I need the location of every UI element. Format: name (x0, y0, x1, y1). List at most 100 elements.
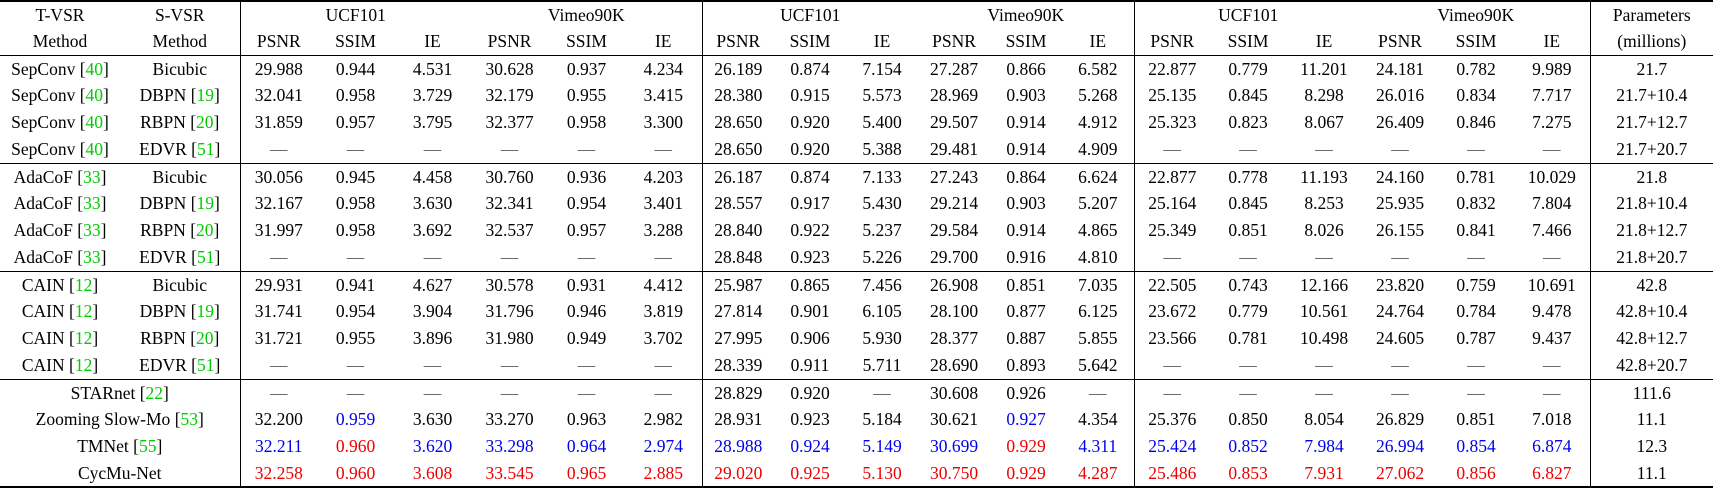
metric-value-cell: 0.887 (1006, 328, 1046, 349)
metric-value-cell: 0.917 (790, 193, 830, 214)
citation-ref[interactable]: 33 (83, 220, 101, 241)
metric-value-cell: 28.380 (714, 85, 763, 106)
metric-value-cell: 8.054 (1304, 409, 1344, 430)
method-name: AdaCoF (13, 247, 73, 268)
citation-ref[interactable]: 40 (85, 112, 104, 133)
metric-value-cell: 26.829 (1375, 409, 1425, 430)
metric-value-cell: — (1286, 136, 1363, 164)
metric-value-cell: 7.804 (1514, 190, 1591, 217)
metric-value-cell: 27.287 (929, 58, 979, 79)
metric-value-cell: 3.288 (625, 217, 703, 244)
citation-ref[interactable]: 40 (85, 139, 104, 160)
citation-ref[interactable]: 12 (74, 274, 93, 295)
citation-ref[interactable]: 40 (85, 85, 104, 106)
metric-value-cell: 23.672 (1148, 301, 1197, 322)
metric-value-cell: 25.323 (1148, 112, 1197, 133)
metric-value-cell: — (1362, 352, 1439, 380)
metric-value-cell: 29.988 (254, 58, 303, 79)
header-metric: SSIM (317, 28, 394, 56)
metric-value-cell: 4.412 (625, 271, 703, 298)
metric-value-cell: 5.149 (862, 436, 902, 457)
citation-ref[interactable]: 19 (196, 85, 215, 106)
citation-ref[interactable]: 33 (83, 193, 101, 214)
header-dataset-group: UCF101 (1218, 4, 1279, 25)
metric-value-cell: 0.957 (335, 112, 376, 133)
metric-value-cell: 0.922 (790, 220, 830, 241)
method-name: Bicubic (152, 58, 207, 79)
citation-ref[interactable]: 51 (197, 355, 215, 376)
metric-value-cell: 28.339 (702, 352, 775, 380)
metric-value-cell: 28.969 (929, 85, 979, 106)
metric-value-cell: 5.642 (1062, 352, 1135, 380)
metric-value-cell: 5.207 (1062, 190, 1135, 217)
header-dataset-group: Vimeo90K (918, 1, 1135, 28)
metric-value-cell: 0.927 (1006, 409, 1046, 430)
header-svsr: S-VSR (120, 1, 241, 28)
metric-value-cell: 26.016 (1375, 85, 1425, 106)
metric-value-cell: 0.965 (566, 462, 607, 483)
citation-ref[interactable]: 20 (196, 220, 214, 241)
metric-value-cell: 7.717 (1514, 82, 1591, 109)
citation-ref[interactable]: 19 (196, 301, 215, 322)
metric-value-cell: 7.018 (1514, 406, 1591, 433)
metric-value-cell: — (577, 382, 596, 403)
citation-ref[interactable]: 12 (74, 355, 93, 376)
header-metric: SSIM (1438, 28, 1515, 56)
metric-value-cell: 0.845 (1228, 85, 1268, 106)
metric-value-cell: 2.982 (625, 406, 703, 433)
metric-value-cell: — (394, 244, 471, 272)
metric-value-cell: 4.458 (412, 166, 453, 187)
citation-ref[interactable]: 33 (83, 247, 101, 268)
metric-value-cell: — (1134, 244, 1211, 272)
metric-value-cell: — (270, 382, 288, 403)
metric-value-cell: 3.904 (412, 301, 453, 322)
metric-value-cell: 33.298 (485, 436, 534, 457)
metric-value-cell: 3.401 (625, 190, 703, 217)
svsr-method-cell: Bicubic (120, 271, 241, 298)
header-metric: PSNR (471, 28, 548, 56)
citation-ref[interactable]: 55 (138, 436, 157, 457)
citation-ref[interactable]: 51 (197, 247, 215, 268)
parameters-cell: 42.8+10.4 (1616, 301, 1688, 322)
metric-value-cell: 0.954 (335, 301, 376, 322)
parameters-cell: 21.7 (1636, 58, 1668, 79)
table-row: AdaCoF [33] DBPN [19] 32.167 0.958 3.630 32.3… (0, 190, 1713, 217)
citation-ref[interactable]: 19 (196, 193, 215, 214)
metric-value-cell: 0.964 (566, 436, 607, 457)
metric-value-cell: 0.914 (990, 136, 1063, 164)
citation-ref[interactable]: 40 (85, 58, 104, 79)
metric-value-cell: 25.486 (1148, 462, 1197, 483)
citation-ref[interactable]: 12 (74, 328, 93, 349)
citation-ref[interactable]: 22 (145, 382, 164, 403)
metric-value-cell: 25.349 (1148, 220, 1197, 241)
citation-ref[interactable]: 51 (197, 139, 215, 160)
citation-ref[interactable]: 33 (83, 166, 101, 187)
citation-ref[interactable]: 12 (74, 301, 93, 322)
metric-value-cell: 4.810 (1062, 244, 1135, 272)
metric-value-cell: 8.253 (1304, 193, 1344, 214)
metric-value-cell: 3.819 (625, 298, 703, 325)
metric-value-cell: 0.955 (335, 328, 376, 349)
method-name: RBPN (140, 220, 186, 241)
metric-value-cell: — (240, 136, 317, 164)
metric-value-cell: 10.561 (1299, 301, 1349, 322)
metric-value-cell: 7.035 (1062, 271, 1135, 298)
metric-value-cell: — (500, 382, 519, 403)
citation-ref[interactable]: 20 (196, 112, 214, 133)
combined-method-cell: TMNet [55] (0, 433, 241, 460)
metric-value-cell: 0.949 (566, 328, 607, 349)
method-name: CAIN (21, 274, 65, 295)
metric-value-cell: 32.200 (254, 409, 303, 430)
metric-value-cell: 25.424 (1148, 436, 1197, 457)
metric-value-cell: 8.026 (1304, 220, 1344, 241)
table-row: SepConv [40] EDVR [51] — — — — — —28.650 0.920 5.… (0, 136, 1713, 164)
metric-value-cell: 7.275 (1514, 109, 1591, 136)
metric-value-cell: — (471, 136, 548, 164)
method-name: EDVR (139, 139, 187, 160)
header-metric: SSIM (548, 28, 625, 56)
citation-ref[interactable]: 53 (180, 409, 199, 430)
citation-ref[interactable]: 20 (196, 328, 214, 349)
metric-value-cell: 2.974 (625, 433, 703, 460)
header-group-row: T-VSR S-VSR UCF101 Vimeo90K UCF101 Vimeo… (0, 1, 1713, 28)
